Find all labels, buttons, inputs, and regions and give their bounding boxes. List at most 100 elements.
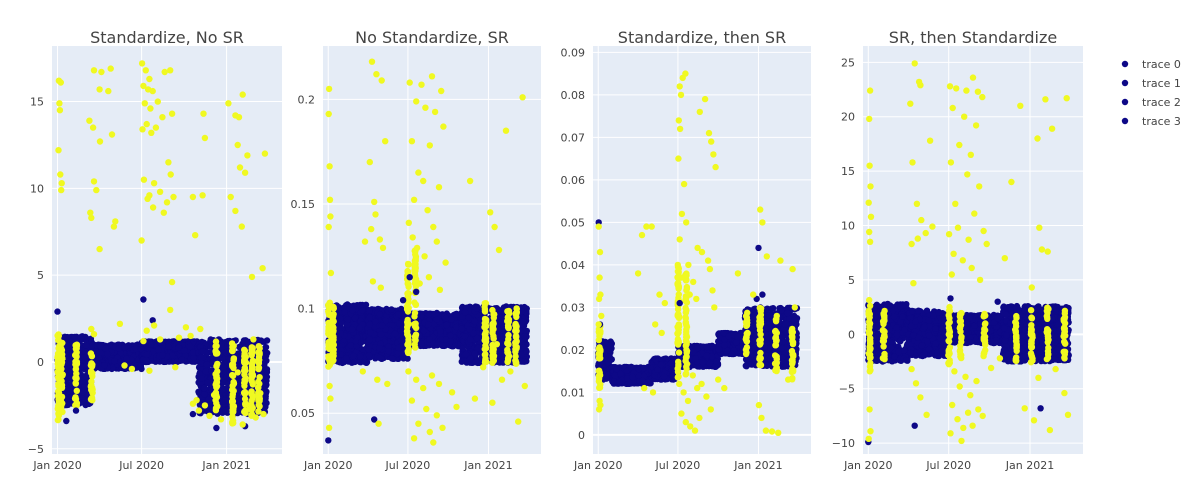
outlier-point xyxy=(200,111,206,117)
plot-area[interactable] xyxy=(323,46,541,454)
data-point xyxy=(169,352,175,358)
data-point xyxy=(521,344,527,350)
outlier-point xyxy=(213,348,219,354)
outlier-point xyxy=(230,418,236,424)
data-point xyxy=(104,351,110,357)
data-point xyxy=(366,346,372,352)
data-point xyxy=(190,411,196,417)
data-point xyxy=(467,356,473,362)
data-point xyxy=(473,305,479,311)
outlier-point xyxy=(59,347,65,353)
data-point xyxy=(448,316,454,322)
outlier-point xyxy=(88,370,94,376)
data-point xyxy=(338,330,344,336)
outlier-point xyxy=(187,333,193,339)
outlier-point xyxy=(248,389,254,395)
data-point xyxy=(367,336,373,342)
outlier-point xyxy=(231,380,237,386)
data-point xyxy=(64,334,70,340)
outlier-point xyxy=(249,274,255,280)
data-point xyxy=(467,326,473,332)
outlier-point xyxy=(58,401,64,407)
outlier-point xyxy=(237,164,243,170)
data-point xyxy=(437,328,443,334)
data-point xyxy=(376,345,382,351)
outlier-point xyxy=(255,359,261,365)
outlier-point xyxy=(167,67,173,73)
outlier-point xyxy=(155,98,161,104)
outlier-point xyxy=(240,421,246,427)
outlier-point xyxy=(199,192,205,198)
data-point xyxy=(121,344,127,350)
data-point xyxy=(175,344,181,350)
outlier-point xyxy=(111,223,117,229)
y-tick-label: 10 xyxy=(30,182,44,195)
outlier-point xyxy=(241,359,247,365)
data-point xyxy=(392,331,398,337)
x-tick-label: Jul 2020 xyxy=(118,459,164,472)
y-tick-label: 15 xyxy=(30,96,44,109)
data-point xyxy=(357,325,363,331)
data-point xyxy=(385,348,391,354)
outlier-point xyxy=(244,152,250,158)
data-point xyxy=(263,390,269,396)
data-point xyxy=(352,359,358,365)
data-point xyxy=(352,315,358,321)
data-point xyxy=(395,345,401,351)
outlier-point xyxy=(228,194,234,200)
outlier-point xyxy=(190,194,196,200)
outlier-point xyxy=(236,114,242,120)
data-point xyxy=(66,388,72,394)
data-point xyxy=(421,328,427,334)
data-point xyxy=(140,296,146,302)
outlier-point xyxy=(59,371,65,377)
data-point xyxy=(263,369,269,375)
data-point xyxy=(353,338,359,344)
outlier-point xyxy=(168,171,174,177)
data-point xyxy=(366,307,372,313)
data-point xyxy=(350,307,356,313)
outlier-point xyxy=(58,79,64,85)
outlier-point xyxy=(193,397,199,403)
outlier-point xyxy=(150,204,156,210)
outlier-point xyxy=(240,91,246,97)
outlier-point xyxy=(121,362,127,368)
outlier-point xyxy=(86,118,92,124)
data-point xyxy=(426,336,432,342)
data-point xyxy=(366,314,372,320)
outlier-point xyxy=(140,338,146,344)
outlier-point xyxy=(192,232,198,238)
data-point xyxy=(79,399,85,405)
outlier-point xyxy=(172,364,178,370)
outlier-point xyxy=(146,368,152,374)
outlier-point xyxy=(250,373,256,379)
data-point xyxy=(366,352,372,358)
outlier-point xyxy=(91,67,97,73)
outlier-point xyxy=(202,402,208,408)
data-point xyxy=(377,311,383,317)
outlier-point xyxy=(167,307,173,313)
outlier-point xyxy=(96,246,102,252)
outlier-point xyxy=(139,60,145,66)
data-point xyxy=(223,407,229,413)
outlier-point xyxy=(147,105,153,111)
data-point xyxy=(83,342,89,348)
data-point xyxy=(221,364,227,370)
data-point xyxy=(399,354,405,360)
outlier-point xyxy=(59,340,65,346)
data-point xyxy=(201,391,207,397)
data-point xyxy=(367,329,373,335)
outlier-point xyxy=(214,361,220,367)
outlier-point xyxy=(58,359,64,365)
y-tick-label: 0 xyxy=(37,356,44,369)
outlier-point xyxy=(56,333,62,339)
outlier-point xyxy=(109,131,115,137)
outlier-point xyxy=(229,387,235,393)
outlier-point xyxy=(150,88,156,94)
data-point xyxy=(337,315,343,321)
data-point xyxy=(367,321,373,327)
outlier-point xyxy=(249,347,255,353)
data-point xyxy=(471,318,477,324)
outlier-point xyxy=(235,142,241,148)
